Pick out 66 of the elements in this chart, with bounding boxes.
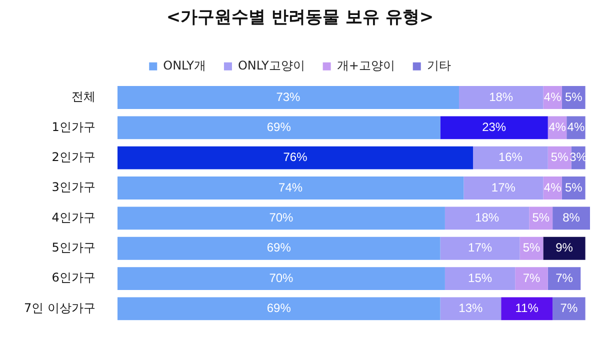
legend-label: 기타 — [426, 58, 451, 73]
bar — [117, 176, 464, 200]
data-label: 5% — [522, 240, 541, 255]
data-label: 4% — [544, 90, 562, 104]
bar — [552, 206, 590, 230]
data-label: 73% — [276, 90, 301, 104]
data-label: 13% — [458, 301, 484, 316]
bar — [440, 116, 548, 140]
data-label: 23% — [482, 120, 506, 134]
data-label: 5% — [532, 210, 550, 224]
bar — [440, 236, 520, 260]
legend-label: ONLY개 — [163, 58, 206, 73]
y-tick-label: 5인가구 — [52, 240, 96, 254]
bar — [473, 146, 548, 170]
data-label: 11% — [515, 301, 539, 316]
data-label: 7% — [560, 301, 578, 316]
bar — [117, 86, 459, 109]
bar — [444, 267, 516, 290]
data-label: 7% — [556, 270, 574, 285]
data-label: 69% — [266, 240, 292, 255]
y-tick-label: 1인가구 — [52, 120, 96, 134]
bar — [464, 176, 544, 200]
data-label: 74% — [278, 180, 303, 194]
bar — [117, 297, 440, 320]
y-tick-label: 6인가구 — [52, 270, 96, 285]
data-label: 17% — [468, 240, 492, 255]
bar — [552, 297, 586, 320]
data-label: 70% — [269, 270, 294, 285]
data-label: 16% — [498, 150, 523, 164]
data-label: 4% — [567, 120, 585, 134]
data-label: 69% — [266, 301, 292, 316]
bar — [501, 297, 553, 320]
y-tick-label: 7인 이상가구 — [24, 300, 96, 315]
data-label: 8% — [562, 210, 580, 224]
y-tick-label: 3인가구 — [52, 180, 96, 194]
data-label: 70% — [269, 210, 294, 224]
bar — [117, 146, 474, 170]
bar — [440, 297, 502, 320]
bar — [117, 236, 440, 260]
data-label: 4% — [544, 180, 562, 194]
bar — [548, 267, 581, 290]
data-label: 9% — [556, 240, 574, 255]
data-label: 17% — [491, 180, 516, 194]
chart-title: <가구원수별 반려동물 보유 유형> — [166, 8, 434, 28]
data-label: 5% — [564, 90, 583, 104]
bar — [515, 267, 548, 290]
bar — [117, 206, 445, 230]
data-label: 7% — [522, 270, 541, 285]
bar — [117, 116, 440, 140]
data-label: 5% — [550, 150, 569, 164]
y-tick-label: 2인가구 — [52, 150, 96, 164]
bar — [458, 86, 544, 109]
data-label: 18% — [489, 90, 514, 104]
bar — [444, 206, 530, 230]
legend-label: ONLY고양이 — [238, 58, 305, 73]
bar — [543, 236, 586, 260]
data-label: 5% — [564, 180, 583, 194]
data-label: 69% — [266, 120, 292, 134]
data-label: 15% — [468, 270, 492, 285]
data-label: 76% — [283, 150, 308, 164]
legend-label: 개+고양이 — [336, 58, 395, 73]
y-tick-label: 전체 — [71, 90, 96, 104]
data-label: 18% — [475, 210, 500, 224]
y-tick-label: 4인가구 — [52, 210, 96, 224]
bar — [117, 267, 445, 290]
data-label: 4% — [548, 120, 566, 134]
